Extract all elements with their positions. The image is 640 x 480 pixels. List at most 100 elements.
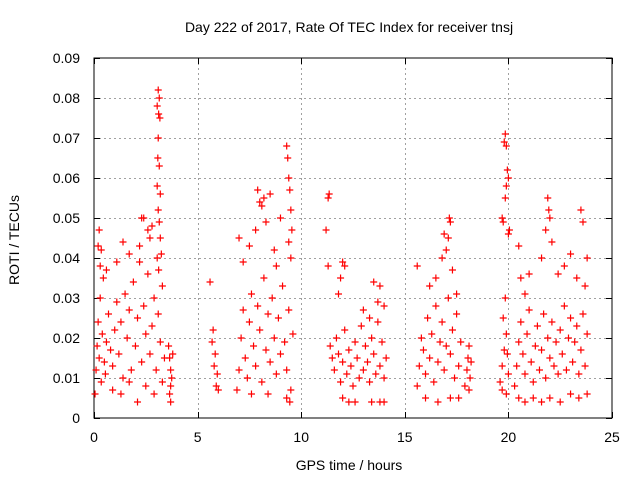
data-point	[156, 234, 164, 242]
data-point	[446, 350, 454, 358]
y-tick-label: 0.05	[53, 210, 80, 226]
data-point	[422, 394, 430, 402]
data-point	[531, 342, 539, 350]
data-point	[125, 378, 133, 386]
data-point	[125, 306, 133, 314]
data-point	[567, 250, 575, 258]
data-point	[440, 230, 448, 238]
data-point	[155, 110, 163, 118]
data-point	[442, 246, 450, 254]
data-point	[272, 262, 280, 270]
data-point	[330, 366, 338, 374]
data-point	[324, 262, 332, 270]
data-point	[99, 274, 107, 282]
data-point	[144, 270, 152, 278]
data-point	[349, 382, 357, 390]
x-tick-label: 10	[293, 429, 309, 445]
data-point	[156, 338, 164, 346]
data-point	[146, 234, 154, 242]
data-point	[500, 346, 508, 354]
data-point	[419, 346, 427, 354]
data-point	[285, 238, 293, 246]
data-point	[153, 182, 161, 190]
data-point	[579, 218, 587, 226]
data-point	[521, 290, 529, 298]
data-point	[156, 190, 164, 198]
data-point	[256, 326, 264, 334]
x-tick-label: 5	[194, 429, 202, 445]
y-tick-label: 0.06	[53, 170, 80, 186]
data-point	[540, 310, 548, 318]
data-point	[154, 154, 162, 162]
data-point	[113, 298, 121, 306]
data-point	[505, 226, 513, 234]
chart-title: Day 222 of 2017, Rate Of TEC Index for r…	[185, 19, 513, 35]
data-point	[556, 398, 564, 406]
data-point	[380, 398, 388, 406]
data-point	[264, 390, 272, 398]
data-point	[285, 174, 293, 182]
data-point	[374, 298, 382, 306]
data-point	[538, 398, 546, 406]
data-point	[256, 198, 264, 206]
data-point	[136, 242, 144, 250]
data-point	[498, 214, 506, 222]
data-point	[465, 386, 473, 394]
data-point	[554, 270, 562, 278]
data-point	[158, 378, 166, 386]
data-point	[351, 398, 359, 406]
data-point	[503, 350, 511, 358]
data-point	[284, 154, 292, 162]
data-point	[276, 350, 284, 358]
data-point	[378, 338, 386, 346]
x-tick-label: 25	[604, 429, 620, 445]
data-point	[105, 310, 113, 318]
data-point	[274, 314, 282, 322]
data-point	[521, 370, 529, 378]
data-point	[535, 366, 543, 374]
x-tick-label: 20	[501, 429, 517, 445]
data-point	[154, 134, 162, 142]
data-point	[466, 374, 474, 382]
data-point	[324, 194, 332, 202]
data-point	[243, 374, 251, 382]
data-point	[374, 318, 382, 326]
data-point	[544, 334, 552, 342]
data-point	[511, 382, 519, 390]
data-point	[125, 250, 133, 258]
data-point	[413, 382, 421, 390]
data-point	[169, 350, 177, 358]
data-point	[357, 322, 365, 330]
data-point	[166, 354, 174, 362]
data-point	[153, 102, 161, 110]
data-point	[571, 338, 579, 346]
data-point	[579, 310, 587, 318]
data-point	[504, 370, 512, 378]
data-point	[337, 274, 345, 282]
data-point	[577, 206, 585, 214]
data-point	[211, 350, 219, 358]
data-point	[345, 346, 353, 354]
data-point	[262, 346, 270, 354]
data-point	[326, 342, 334, 350]
data-point	[426, 282, 434, 290]
data-point	[445, 214, 453, 222]
data-point	[455, 362, 463, 370]
data-point	[569, 358, 577, 366]
data-point	[140, 214, 148, 222]
y-tick-label: 0.07	[53, 130, 80, 146]
data-point	[448, 266, 456, 274]
data-point	[359, 366, 367, 374]
data-point	[155, 94, 163, 102]
data-point	[241, 354, 249, 362]
data-point	[328, 354, 336, 362]
data-point	[97, 378, 105, 386]
data-point	[583, 390, 591, 398]
data-point	[432, 302, 440, 310]
data-point	[434, 358, 442, 366]
data-point	[247, 390, 255, 398]
data-point	[131, 342, 139, 350]
data-point	[109, 362, 117, 370]
data-point	[345, 398, 353, 406]
